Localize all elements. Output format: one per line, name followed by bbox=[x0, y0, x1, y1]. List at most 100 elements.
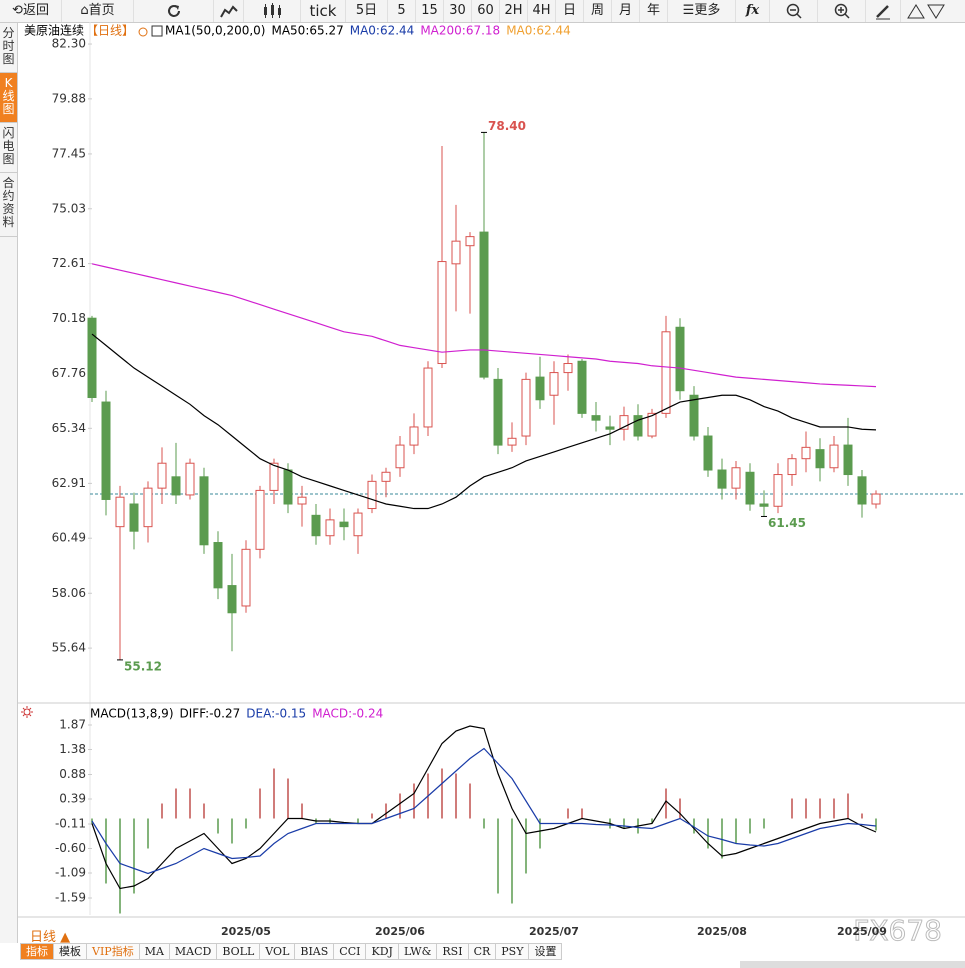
zoom-in-button[interactable] bbox=[818, 0, 866, 22]
back-button[interactable]: ⟲返回 bbox=[0, 0, 62, 22]
y-tick-label: 60.49 bbox=[52, 531, 86, 545]
period-button[interactable]: 2H bbox=[500, 0, 528, 22]
y-tick-label: -1.59 bbox=[55, 891, 86, 905]
candle-body bbox=[619, 415, 629, 430]
indicator-tab[interactable]: PSY bbox=[496, 943, 530, 960]
y-tick-label: 75.03 bbox=[52, 201, 86, 215]
extreme-label: 55.12 bbox=[124, 659, 162, 673]
period-button[interactable]: 30 bbox=[444, 0, 472, 22]
period-button[interactable]: 月 bbox=[612, 0, 640, 22]
legend-checkbox bbox=[151, 25, 163, 37]
y-tick-label: -0.60 bbox=[55, 841, 86, 855]
indicator-tab[interactable]: BOLL bbox=[217, 943, 261, 960]
period-button[interactable]: 15 bbox=[416, 0, 444, 22]
shape-button[interactable] bbox=[901, 0, 951, 22]
draw-button[interactable] bbox=[866, 0, 901, 22]
candle-body bbox=[129, 503, 139, 532]
legend-entry: MACD:-0.24 bbox=[312, 707, 383, 721]
indicator-tab[interactable]: CR bbox=[468, 943, 497, 960]
indicator-tab[interactable]: MACD bbox=[169, 943, 218, 960]
sidebar-tab[interactable]: 闪电图 bbox=[0, 123, 17, 173]
y-tick-label: 55.64 bbox=[52, 641, 86, 655]
more-button[interactable]: ☰更多 bbox=[668, 0, 736, 22]
chart-button[interactable] bbox=[214, 0, 244, 22]
indicator-tab[interactable]: CCI bbox=[334, 943, 367, 960]
candle-body bbox=[675, 326, 685, 392]
period-selector[interactable]: 日线 ▲ bbox=[30, 930, 71, 945]
toolbar: ⟲返回 ⌂首页 tick 5日 5 15 30 60 2H 4H 日 周 月 年… bbox=[0, 0, 965, 23]
candle-body bbox=[269, 462, 279, 491]
indicator-tab[interactable]: BIAS bbox=[295, 943, 335, 960]
chart: FX678 82.30 79.88 77.45 75.03 72.61 70.18 67.7… bbox=[18, 22, 965, 942]
period-button[interactable]: 日 bbox=[556, 0, 584, 22]
sidebar-tab[interactable]: 分时图 bbox=[0, 23, 17, 73]
candle-body bbox=[829, 444, 839, 469]
period-button[interactable]: 5日 bbox=[346, 0, 388, 22]
candle-body bbox=[661, 331, 671, 414]
indicator-tab[interactable]: 模板 bbox=[54, 943, 87, 960]
candle-body bbox=[283, 469, 293, 505]
refresh-button[interactable] bbox=[134, 0, 214, 22]
candle-icon bbox=[264, 2, 281, 18]
candle-body bbox=[535, 376, 545, 401]
indicator-tab[interactable]: LW& bbox=[398, 943, 438, 960]
candle-body bbox=[325, 519, 335, 537]
candle-body bbox=[843, 444, 853, 476]
y-tick-label: 77.45 bbox=[52, 146, 86, 160]
candle-body bbox=[157, 462, 167, 489]
candle-body bbox=[563, 363, 573, 374]
refresh-icon bbox=[167, 4, 180, 17]
candle-body bbox=[241, 548, 251, 607]
y-tick-label: 62.91 bbox=[52, 476, 86, 490]
y-tick-label: -0.11 bbox=[55, 817, 86, 831]
y-tick-label: 65.34 bbox=[52, 421, 86, 435]
sidebar-tab[interactable]: 合约资料 bbox=[0, 173, 17, 237]
period-button[interactable]: tick bbox=[301, 0, 346, 22]
candle-body bbox=[213, 542, 223, 589]
x-tick-label: 2025/09 bbox=[837, 925, 887, 938]
zoom-out-button[interactable] bbox=[770, 0, 818, 22]
period-button[interactable]: 周 bbox=[584, 0, 612, 22]
indicator-tab[interactable]: VIP指标 bbox=[87, 943, 140, 960]
period-button[interactable]: 5 bbox=[388, 0, 416, 22]
sidebar-tab-active[interactable]: K线图 bbox=[0, 73, 17, 123]
back-icon: ⟲ bbox=[12, 3, 23, 18]
indicator-tab[interactable]: 指标 bbox=[20, 943, 54, 960]
candle-body bbox=[507, 437, 517, 446]
indicator-tab[interactable]: 设置 bbox=[529, 943, 563, 960]
home-button[interactable]: ⌂首页 bbox=[62, 0, 134, 22]
macd-settings-icon[interactable] bbox=[21, 706, 33, 718]
x-tick-label: 2025/06 bbox=[375, 925, 425, 938]
candle-body bbox=[451, 240, 461, 265]
candle-body bbox=[717, 469, 727, 489]
indicator-tab[interactable]: KDJ bbox=[366, 943, 399, 960]
period-button[interactable]: 年 bbox=[640, 0, 668, 22]
y-tick-label: 1.38 bbox=[59, 742, 86, 756]
candle-body bbox=[311, 514, 321, 537]
indicator-line bbox=[91, 333, 877, 510]
formula-button[interactable]: fx bbox=[736, 0, 770, 22]
period-button[interactable]: 4H bbox=[528, 0, 556, 22]
indicator-tab[interactable]: MA bbox=[139, 943, 170, 960]
y-tick-label: 1.87 bbox=[59, 718, 86, 732]
y-tick-label: 72.61 bbox=[52, 256, 86, 270]
period-button[interactable]: 60 bbox=[472, 0, 500, 22]
candle-body bbox=[759, 503, 769, 507]
triangle-icon bbox=[907, 3, 945, 19]
x-tick-label: 2025/08 bbox=[697, 925, 747, 938]
candle-body bbox=[857, 476, 867, 505]
candle-body bbox=[395, 444, 405, 469]
legend-entry: MA50:65.27 bbox=[271, 24, 343, 38]
candle-body bbox=[731, 467, 741, 489]
candle-body bbox=[171, 476, 181, 496]
legend-entry: MA1(50,0,200,0) bbox=[165, 24, 265, 38]
candle-body bbox=[647, 412, 657, 437]
button-label: 首页 bbox=[88, 3, 115, 18]
indicator-tab[interactable]: RSI bbox=[437, 943, 469, 960]
indicator-line bbox=[91, 725, 877, 890]
sidebar: 分时图 K线图 闪电图 合约资料 bbox=[0, 23, 18, 943]
indicator-tab[interactable]: VOL bbox=[260, 943, 296, 960]
legend-entry: DIFF:-0.27 bbox=[180, 707, 241, 721]
y-tick-label: 82.30 bbox=[52, 37, 86, 51]
candle-button[interactable] bbox=[244, 0, 301, 22]
